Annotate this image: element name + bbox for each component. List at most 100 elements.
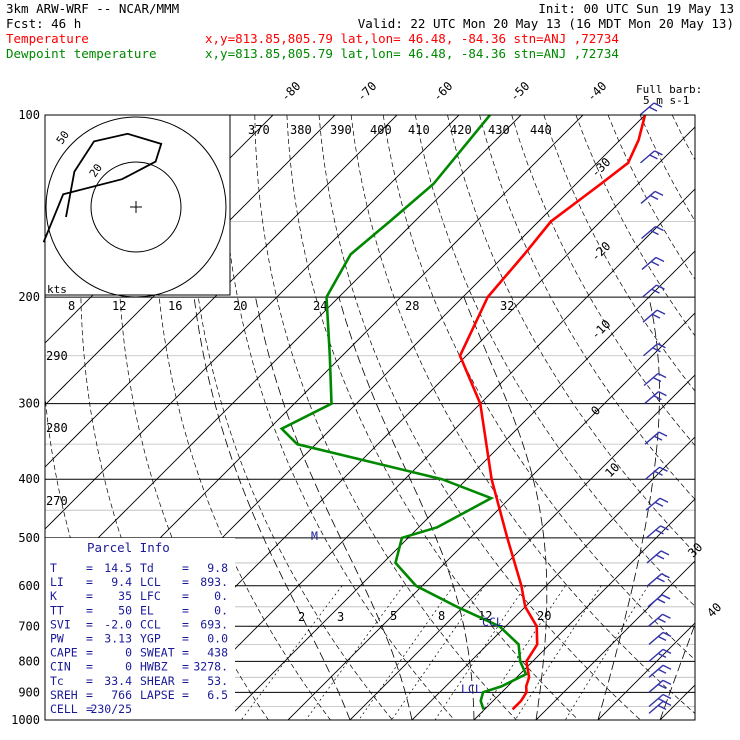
parcel-param-value: 50 <box>118 603 132 617</box>
wind-barb-shaft <box>640 190 656 204</box>
wind-barb-flag <box>655 256 665 263</box>
moist-adiabat-line <box>338 296 475 720</box>
wind-barb-flag <box>660 550 670 556</box>
wind-barb-shaft <box>641 225 656 240</box>
parcel-param-value: 693. <box>200 617 228 631</box>
parcel-param-value: 53. <box>207 674 228 688</box>
isotherm-top-label: -60 <box>430 79 455 104</box>
isobar-label: 900 <box>18 685 40 699</box>
wind-barb-shaft <box>640 150 655 164</box>
parcel-param-eq: = <box>86 561 93 575</box>
wind-barb-shaft <box>648 679 664 693</box>
mixing-ratio-line <box>391 585 485 720</box>
mixing-ratio-label: 24 <box>313 299 327 313</box>
wind-barb-flag <box>657 683 667 689</box>
dewpoint-profile <box>279 115 528 710</box>
parcel-param-eq: = <box>182 617 189 631</box>
mixing-ratio-label: 20 <box>233 299 247 313</box>
dry-adiabat-line <box>704 115 740 720</box>
parcel-param-value: 0. <box>214 589 228 603</box>
isobar-label: 1000 <box>11 713 40 727</box>
wind-barb-flag <box>660 525 669 531</box>
parcel-param-name: YGP <box>140 632 161 646</box>
mixing-ratio-label: 12 <box>112 299 126 313</box>
parcel-param-name: PW <box>50 632 64 646</box>
theta-label: 400 <box>370 123 392 137</box>
wind-barb-shaft <box>647 573 662 587</box>
parcel-param-eq: = <box>86 688 93 702</box>
wind-barb-flag <box>662 648 672 654</box>
hodograph-ring-label: 50 <box>54 128 72 146</box>
wind-barb-shaft <box>639 102 655 116</box>
barb-legend-title: Full barb: <box>636 83 702 96</box>
temperature-legend-label: Temperature <box>6 31 89 46</box>
parcel-param-name: CCL <box>140 617 161 631</box>
hodograph-ring-label: 20 <box>87 161 105 179</box>
parcel-param-eq: = <box>182 561 189 575</box>
mixing-ratio-line <box>241 585 343 720</box>
wind-barb-flag <box>662 631 672 638</box>
parcel-param-value: 3.13 <box>104 632 132 646</box>
parcel-param-value: 35 <box>118 589 132 603</box>
parcel-param-eq: = <box>182 646 189 660</box>
wind-barb-flag <box>661 573 670 579</box>
wind-barb-flag <box>657 343 666 349</box>
isotherm-line <box>45 115 398 468</box>
wind-barb-flag <box>654 501 664 507</box>
isotherm-top-label: -40 <box>584 79 609 104</box>
wind-barb-flag <box>657 617 666 623</box>
parcel-param-eq: = <box>86 603 93 617</box>
parcel-param-name: EL <box>140 603 154 617</box>
wind-barb-flag <box>652 347 661 353</box>
wind-barb-shaft <box>643 372 659 387</box>
parcel-info-panel: Parcel Info T = 14.5 Td = 9.8 LI = 9.4 LCL = 893. K =… <box>45 538 235 720</box>
wind-barb-flag <box>657 635 667 642</box>
wind-barb-shaft <box>648 693 664 708</box>
dry-adiabat-line <box>286 115 579 720</box>
parcel-param-name: Td <box>140 561 154 575</box>
parcel-param-name: TT <box>50 603 64 617</box>
wind-barb-flag <box>661 594 671 600</box>
parcel-param-name: SWEAT <box>140 646 175 660</box>
theta-label: 430 <box>488 123 510 137</box>
moist-adiabat-line <box>193 297 351 720</box>
parcel-param-name: SREH <box>50 688 78 702</box>
wind-barbs <box>639 102 672 714</box>
isotherm-right-label: 40 <box>704 600 724 620</box>
parcel-param-name: HWBZ <box>140 660 168 674</box>
hodograph-inset: 50 20 kts <box>42 114 231 298</box>
wind-barb-flag <box>654 150 663 156</box>
m-marker: M <box>311 529 318 543</box>
parcel-param-value: 33.4 <box>104 674 132 688</box>
mixing-ratio-low-label: 2 <box>298 610 305 624</box>
wind-barb-flag <box>649 154 658 160</box>
wind-barb-flag <box>653 435 663 441</box>
dry-adiabat-line <box>479 115 695 500</box>
mixing-ratio-label: 32 <box>500 299 514 313</box>
parcel-param-eq: = <box>182 688 189 702</box>
wind-barb-flag <box>648 106 658 112</box>
wind-barb-flag <box>652 376 662 383</box>
parcel-param-eq: = <box>86 702 93 716</box>
wind-barb-flag <box>655 225 664 232</box>
mixing-ratio-line <box>565 585 649 720</box>
parcel-param-value: 893. <box>200 575 228 589</box>
ccl-marker: CCL <box>482 615 503 629</box>
mixing-ratio-line <box>476 585 566 720</box>
parcel-param-eq: = <box>86 632 93 646</box>
hodograph-units: kts <box>47 283 67 296</box>
mixing-ratio-low-label: 5 <box>390 609 397 623</box>
parcel-param-eq: = <box>182 632 189 646</box>
wind-barb-flag <box>657 372 667 379</box>
parcel-param-value: 6.5 <box>207 688 228 702</box>
dry-adiabat-line <box>543 115 695 392</box>
wind-barb-flag <box>656 598 666 604</box>
theta-label: 390 <box>330 123 352 137</box>
dry-adiabat-line <box>318 115 641 720</box>
parcel-param-name: LI <box>50 575 64 589</box>
parcel-param-name: Tc <box>50 674 64 688</box>
parcel-param-name: CAPE <box>50 646 78 660</box>
isotherm-line <box>535 560 695 720</box>
parcel-param-value: -2.0 <box>104 617 132 631</box>
